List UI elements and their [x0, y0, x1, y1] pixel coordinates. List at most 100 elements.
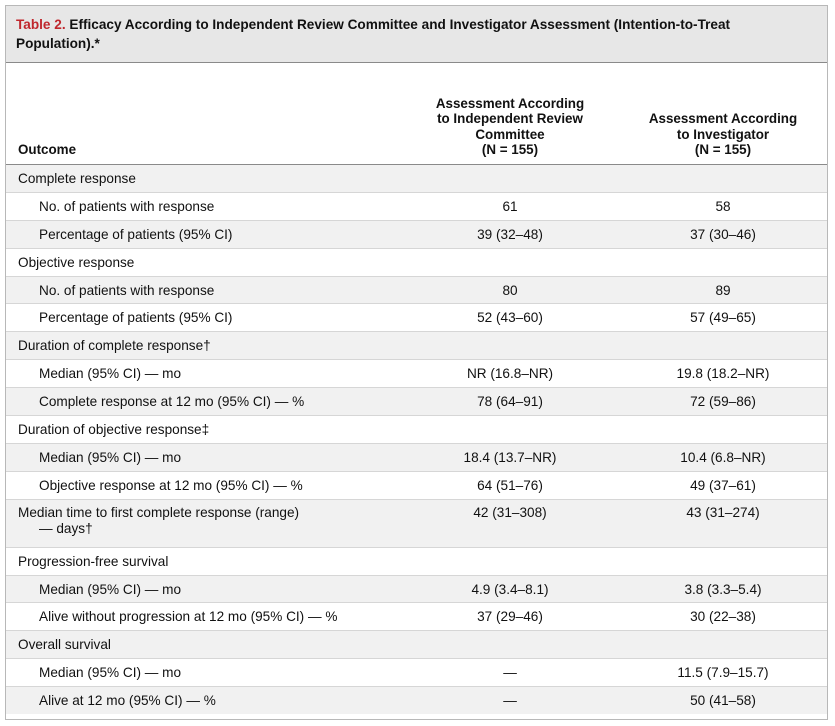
- irc-value: 42 (31–308): [401, 499, 619, 548]
- irc-value: 18.4 (13.7–NR): [401, 443, 619, 472]
- irc-value: [401, 248, 619, 277]
- header-irc-line: to Independent Review: [437, 111, 583, 127]
- row-label: Median time to first complete response (…: [6, 499, 401, 548]
- irc-value: 4.9 (3.4–8.1): [401, 575, 619, 604]
- row-label: Median (95% CI) — mo: [6, 443, 401, 472]
- header-irc-line: Assessment According: [435, 95, 585, 111]
- irc-value: [401, 547, 619, 576]
- irc-value: 37 (29–46): [401, 602, 619, 632]
- header-investigator: Assessment According to Investigator (N …: [619, 63, 827, 165]
- row-label-text: Alive at 12 mo (95% CI) — %: [39, 693, 216, 709]
- row-label: Median (95% CI) — mo: [6, 575, 401, 604]
- row-label-text: Objective response: [18, 254, 135, 270]
- row-label-text: Objective response at 12 mo (95% CI) — %: [39, 477, 303, 493]
- header-irc-line: Committee: [475, 126, 545, 142]
- irc-value: 52 (43–60): [401, 303, 619, 333]
- table-row: Objective response at 12 mo (95% CI) — %…: [6, 471, 827, 500]
- investigator-value: [619, 248, 827, 277]
- investigator-value: 43 (31–274): [619, 499, 827, 548]
- investigator-value: [619, 415, 827, 444]
- investigator-value: 11.5 (7.9–15.7): [619, 658, 827, 688]
- header-irc-line: (N = 155): [481, 142, 539, 158]
- table-caption: Table 2. Efficacy According to Independe…: [6, 6, 827, 63]
- header-inv-line: to Investigator: [676, 126, 770, 142]
- row-label: Alive at 12 mo (95% CI) — %: [6, 686, 401, 715]
- irc-value: [401, 331, 619, 361]
- investigator-value: 37 (30–46): [619, 220, 827, 249]
- irc-value: —: [401, 686, 619, 715]
- header-inv-line: Assessment According: [648, 111, 798, 127]
- row-label: Objective response: [6, 248, 401, 277]
- row-label-text: No. of patients with response: [39, 198, 215, 214]
- table-row: Duration of objective response‡: [6, 415, 827, 444]
- row-label: Percentage of patients (95% CI): [6, 303, 401, 333]
- header-outcome: Outcome: [6, 63, 401, 165]
- row-label: Median (95% CI) — mo: [6, 359, 401, 389]
- irc-value: NR (16.8–NR): [401, 359, 619, 389]
- row-label-text: Median time to first complete response (…: [18, 504, 300, 520]
- table-row: Percentage of patients (95% CI) 39 (32–48…: [6, 220, 827, 249]
- table-row: Overall survival: [6, 630, 827, 660]
- row-label: No. of patients with response: [6, 276, 401, 305]
- row-label-text: Duration of complete response†: [18, 338, 211, 354]
- row-label: Duration of objective response‡: [6, 415, 401, 444]
- investigator-value: 57 (49–65): [619, 303, 827, 333]
- irc-value: [401, 164, 619, 193]
- investigator-value: 49 (37–61): [619, 471, 827, 500]
- table-row: Median time to first complete response (…: [6, 499, 827, 548]
- row-label-text: Alive without progression at 12 mo (95% …: [39, 609, 338, 625]
- row-label-text: Median (95% CI) — mo: [39, 449, 182, 465]
- table-row: Median (95% CI) — mo 4.9 (3.4–8.1) 3.8 (3.…: [6, 575, 827, 604]
- investigator-value: 10.4 (6.8–NR): [619, 443, 827, 472]
- row-label-text: Duration of objective response‡: [18, 421, 210, 437]
- row-label: Progression-free survival: [6, 547, 401, 576]
- irc-value: [401, 415, 619, 444]
- table-row: Alive without progression at 12 mo (95% …: [6, 602, 827, 632]
- row-label-text-continued: — days†: [39, 520, 93, 536]
- table-row: Complete response: [6, 164, 827, 193]
- row-label: Complete response: [6, 164, 401, 193]
- header-row: Outcome Assessment According to Independ…: [6, 63, 827, 165]
- table-row: No. of patients with response 80 89: [6, 276, 827, 305]
- investigator-value: [619, 630, 827, 660]
- table-row: Objective response: [6, 248, 827, 277]
- investigator-value: [619, 547, 827, 576]
- investigator-value: 19.8 (18.2–NR): [619, 359, 827, 389]
- irc-value: 64 (51–76): [401, 471, 619, 500]
- irc-value: 78 (64–91): [401, 387, 619, 417]
- efficacy-table: Outcome Assessment According to Independ…: [6, 63, 827, 715]
- row-label-text: Complete response: [18, 170, 136, 186]
- row-label-text: Median (95% CI) — mo: [39, 581, 182, 597]
- table-row: Median (95% CI) — mo NR (16.8–NR) 19.8 (18…: [6, 359, 827, 389]
- irc-value: —: [401, 658, 619, 688]
- header-inv-line: (N = 155): [694, 142, 752, 158]
- table-title: Efficacy According to Independent Review…: [16, 17, 731, 51]
- investigator-value: 30 (22–38): [619, 602, 827, 632]
- table-row: Duration of complete response†: [6, 331, 827, 361]
- row-label-text: Percentage of patients (95% CI): [39, 226, 233, 242]
- row-label-text: No. of patients with response: [39, 282, 215, 298]
- row-label-text: Median (95% CI) — mo: [39, 665, 182, 681]
- investigator-value: 89: [619, 276, 827, 305]
- irc-value: 61: [401, 192, 619, 221]
- investigator-value: 3.8 (3.3–5.4): [619, 575, 827, 604]
- table-row: Alive at 12 mo (95% CI) — % —50 (41–58): [6, 686, 827, 715]
- investigator-value: 50 (41–58): [619, 686, 827, 715]
- row-label: Overall survival: [6, 630, 401, 660]
- irc-value: 80: [401, 276, 619, 305]
- row-label: Median (95% CI) — mo: [6, 658, 401, 688]
- row-label: Alive without progression at 12 mo (95% …: [6, 602, 401, 632]
- investigator-value: [619, 164, 827, 193]
- row-label-text: Overall survival: [18, 637, 111, 653]
- irc-value: 39 (32–48): [401, 220, 619, 249]
- row-label: Objective response at 12 mo (95% CI) — %: [6, 471, 401, 500]
- row-label: Percentage of patients (95% CI): [6, 220, 401, 249]
- row-label: Duration of complete response†: [6, 331, 401, 361]
- table-row: Complete response at 12 mo (95% CI) — % 7…: [6, 387, 827, 417]
- row-label-text: Progression-free survival: [18, 553, 169, 569]
- table-row: No. of patients with response 61 58: [6, 192, 827, 221]
- table-row: Percentage of patients (95% CI) 52 (43–60…: [6, 303, 827, 333]
- investigator-value: [619, 331, 827, 361]
- investigator-value: 58: [619, 192, 827, 221]
- row-label-text: Percentage of patients (95% CI): [39, 310, 233, 326]
